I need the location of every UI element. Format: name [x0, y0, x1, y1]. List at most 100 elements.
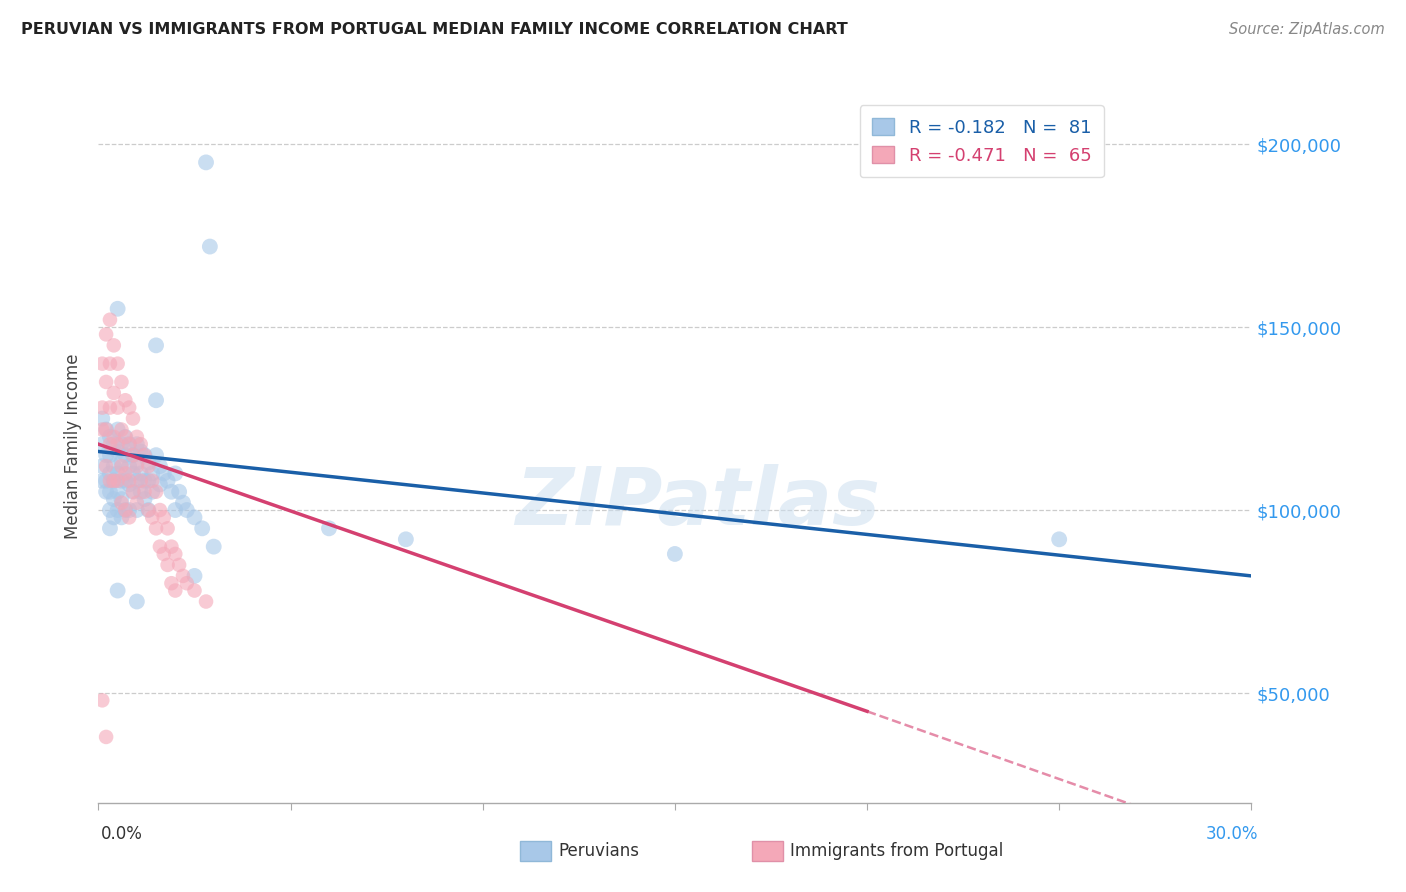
Point: [103, 338, 125, 352]
Point: [98, 448, 121, 462]
Point: [103, 510, 125, 524]
Point: [129, 484, 152, 499]
Point: [91, 459, 114, 474]
Point: [152, 467, 174, 481]
Point: [91, 474, 114, 488]
Point: [141, 510, 163, 524]
Point: [107, 484, 129, 499]
Point: [107, 401, 129, 415]
Point: [98, 503, 121, 517]
Point: [110, 423, 132, 437]
Point: [149, 503, 172, 517]
Point: [122, 411, 145, 425]
Point: [114, 393, 136, 408]
Point: [114, 430, 136, 444]
Point: [129, 467, 152, 481]
Point: [129, 474, 152, 488]
Point: [98, 437, 121, 451]
Point: [176, 576, 198, 591]
Point: [165, 503, 187, 517]
Point: [91, 357, 114, 371]
Point: [103, 474, 125, 488]
Point: [91, 437, 114, 451]
Point: [110, 496, 132, 510]
Point: [94, 327, 117, 342]
Point: [91, 423, 114, 437]
Point: [107, 423, 129, 437]
Point: [94, 459, 117, 474]
Point: [94, 423, 117, 437]
Point: [107, 503, 129, 517]
Point: [94, 730, 117, 744]
Text: 0.0%: 0.0%: [101, 825, 143, 843]
Point: [141, 484, 163, 499]
Point: [134, 484, 156, 499]
Point: [98, 467, 121, 481]
Point: [167, 484, 190, 499]
Point: [183, 583, 205, 598]
Text: Source: ZipAtlas.com: Source: ZipAtlas.com: [1229, 22, 1385, 37]
Point: [395, 533, 418, 547]
Point: [149, 477, 172, 491]
Text: 30.0%: 30.0%: [1206, 825, 1258, 843]
Point: [118, 510, 141, 524]
Point: [98, 484, 121, 499]
Point: [91, 411, 114, 425]
Point: [145, 484, 167, 499]
Point: [125, 430, 148, 444]
Point: [134, 448, 156, 462]
Point: [172, 569, 194, 583]
Point: [122, 484, 145, 499]
Point: [103, 430, 125, 444]
Text: ZIPatlas: ZIPatlas: [516, 464, 880, 542]
Point: [110, 375, 132, 389]
Text: PERUVIAN VS IMMIGRANTS FROM PORTUGAL MEDIAN FAMILY INCOME CORRELATION CHART: PERUVIAN VS IMMIGRANTS FROM PORTUGAL MED…: [21, 22, 848, 37]
Point: [118, 503, 141, 517]
Point: [110, 459, 132, 474]
Point: [125, 455, 148, 469]
Point: [138, 503, 160, 517]
Point: [125, 474, 148, 488]
Point: [156, 521, 179, 535]
Point: [149, 540, 172, 554]
Point: [138, 459, 160, 474]
Point: [114, 503, 136, 517]
Point: [122, 448, 145, 462]
Point: [91, 401, 114, 415]
Point: [118, 474, 141, 488]
Point: [160, 540, 183, 554]
Point: [118, 401, 141, 415]
Point: [122, 484, 145, 499]
Y-axis label: Median Family Income: Median Family Income: [65, 353, 83, 539]
Point: [149, 459, 172, 474]
Point: [118, 477, 141, 491]
Point: [98, 521, 121, 535]
Point: [98, 430, 121, 444]
Point: [156, 558, 179, 572]
Point: [138, 455, 160, 469]
Point: [318, 521, 340, 535]
Point: [134, 448, 156, 462]
Point: [122, 448, 145, 462]
Point: [160, 576, 183, 591]
Point: [165, 467, 187, 481]
Point: [183, 510, 205, 524]
Point: [156, 474, 179, 488]
Point: [125, 437, 148, 451]
Point: [114, 503, 136, 517]
Point: [107, 444, 129, 458]
Point: [107, 357, 129, 371]
Point: [98, 312, 121, 326]
Point: [138, 503, 160, 517]
Point: [122, 467, 145, 481]
Point: [125, 594, 148, 608]
Point: [145, 521, 167, 535]
Point: [145, 448, 167, 462]
Point: [195, 155, 218, 169]
Point: [107, 474, 129, 488]
Point: [110, 437, 132, 451]
Point: [103, 474, 125, 488]
Point: [98, 357, 121, 371]
Point: [107, 583, 129, 598]
Point: [118, 437, 141, 451]
